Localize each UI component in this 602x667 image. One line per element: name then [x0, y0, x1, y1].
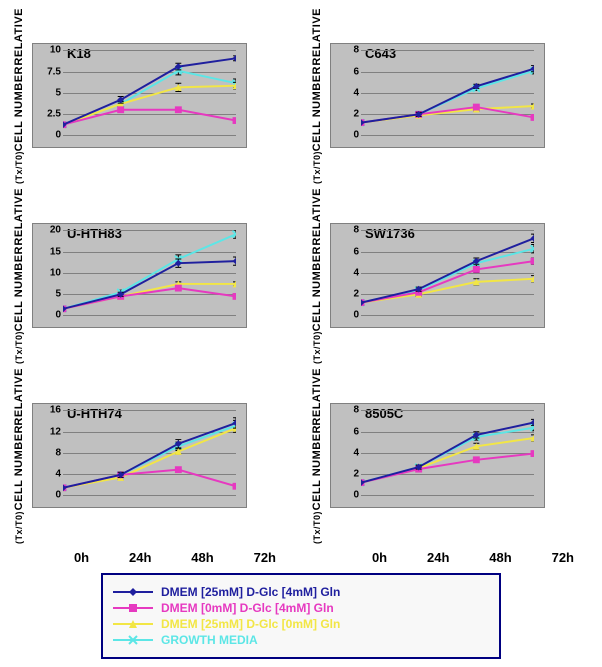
- x-axis-labels: 0h 24h 48h 72h: [352, 550, 594, 565]
- chart-panel: RELATIVECELL NUMBER(Tx/T0)U-HTH740481216: [8, 368, 296, 544]
- y-tick-label: 4: [35, 469, 61, 480]
- chart-panel: RELATIVECELL NUMBER(Tx/T0)K1802.557.510: [8, 8, 296, 184]
- y-tick-label: 0: [333, 310, 359, 321]
- legend-marker-icon: [113, 633, 153, 647]
- y-axis-label: RELATIVECELL NUMBER(Tx/T0): [306, 8, 328, 184]
- legend-item: DMEM [0mM] D-Glc [4mM] Gln: [113, 601, 489, 615]
- y-tick-label: 5: [35, 289, 61, 300]
- y-tick-label: 8: [333, 405, 359, 416]
- x-tick-label: 72h: [254, 550, 276, 565]
- y-tick-label: 6: [333, 426, 359, 437]
- x-tick-label: 72h: [552, 550, 574, 565]
- x-tick-label: 48h: [489, 550, 511, 565]
- y-axis-label: RELATIVECELL NUMBER(Tx/T0): [8, 8, 30, 184]
- x-tick-label: 0h: [74, 550, 89, 565]
- chart-area: K1802.557.510: [32, 43, 247, 148]
- legend: DMEM [25mM] D-Glc [4mM] Gln DMEM [0mM] D-…: [101, 573, 501, 659]
- y-tick-label: 15: [35, 246, 61, 257]
- y-tick-label: 2.5: [35, 109, 61, 120]
- legend-label: DMEM [0mM] D-Glc [4mM] Gln: [161, 601, 334, 615]
- y-axis-label: RELATIVECELL NUMBER(Tx/T0): [8, 368, 30, 544]
- y-tick-label: 6: [333, 246, 359, 257]
- y-tick-label: 4: [333, 87, 359, 98]
- y-axis-label: RELATIVECELL NUMBER(Tx/T0): [8, 188, 30, 364]
- y-tick-label: 2: [333, 469, 359, 480]
- chart-area: SW173602468: [330, 223, 545, 328]
- plot-area: 02468: [361, 50, 534, 133]
- x-tick-label: 24h: [427, 550, 449, 565]
- legend-item: DMEM [25mM] D-Glc [4mM] Gln: [113, 585, 489, 599]
- x-tick-label: 48h: [191, 550, 213, 565]
- y-tick-label: 16: [35, 405, 61, 416]
- y-tick-label: 8: [35, 447, 61, 458]
- y-tick-label: 0: [333, 490, 359, 501]
- chart-area: 8505C02468: [330, 403, 545, 508]
- plot-area: 0481216: [63, 410, 236, 493]
- y-tick-label: 4: [333, 267, 359, 278]
- plot-area: 02.557.510: [63, 50, 236, 133]
- chart-panel: RELATIVECELL NUMBER(Tx/T0)C64302468: [306, 8, 594, 184]
- legend-marker-icon: [113, 601, 153, 615]
- chart-area: U-HTH8305101520: [32, 223, 247, 328]
- x-tick-label: 0h: [372, 550, 387, 565]
- y-tick-label: 0: [35, 310, 61, 321]
- plot-area: 02468: [361, 230, 534, 313]
- legend-marker-icon: [113, 617, 153, 631]
- x-axis-labels: 0h 24h 48h 72h: [54, 550, 296, 565]
- y-tick-label: 0: [35, 130, 61, 141]
- y-tick-label: 10: [35, 267, 61, 278]
- legend-label: DMEM [25mM] D-Glc [0mM] Gln: [161, 617, 340, 631]
- y-tick-label: 0: [35, 490, 61, 501]
- legend-marker-icon: [113, 585, 153, 599]
- y-tick-label: 10: [35, 45, 61, 56]
- chart-grid: RELATIVECELL NUMBER(Tx/T0)K1802.557.510R…: [8, 8, 594, 544]
- legend-label: GROWTH MEDIA: [161, 633, 258, 647]
- chart-area: U-HTH740481216: [32, 403, 247, 508]
- y-axis-label: RELATIVECELL NUMBER(Tx/T0): [306, 188, 328, 364]
- chart-panel: RELATIVECELL NUMBER(Tx/T0)SW173602468: [306, 188, 594, 364]
- y-tick-label: 12: [35, 426, 61, 437]
- y-axis-label: RELATIVECELL NUMBER(Tx/T0): [306, 368, 328, 544]
- x-tick-label: 24h: [129, 550, 151, 565]
- plot-area: 02468: [361, 410, 534, 493]
- y-tick-label: 8: [333, 45, 359, 56]
- legend-label: DMEM [25mM] D-Glc [4mM] Gln: [161, 585, 340, 599]
- chart-panel: RELATIVECELL NUMBER(Tx/T0)8505C02468: [306, 368, 594, 544]
- y-tick-label: 8: [333, 225, 359, 236]
- y-tick-label: 2: [333, 109, 359, 120]
- y-tick-label: 0: [333, 130, 359, 141]
- y-tick-label: 5: [35, 87, 61, 98]
- plot-area: 05101520: [63, 230, 236, 313]
- y-tick-label: 20: [35, 225, 61, 236]
- legend-item: DMEM [25mM] D-Glc [0mM] Gln: [113, 617, 489, 631]
- xaxis-row-left: 0h 24h 48h 72h 0h 24h 48h 72h: [8, 550, 594, 565]
- chart-area: C64302468: [330, 43, 545, 148]
- chart-panel: RELATIVECELL NUMBER(Tx/T0)U-HTH830510152…: [8, 188, 296, 364]
- y-tick-label: 4: [333, 447, 359, 458]
- y-tick-label: 7.5: [35, 66, 61, 77]
- y-tick-label: 2: [333, 289, 359, 300]
- legend-item: GROWTH MEDIA: [113, 633, 489, 647]
- y-tick-label: 6: [333, 66, 359, 77]
